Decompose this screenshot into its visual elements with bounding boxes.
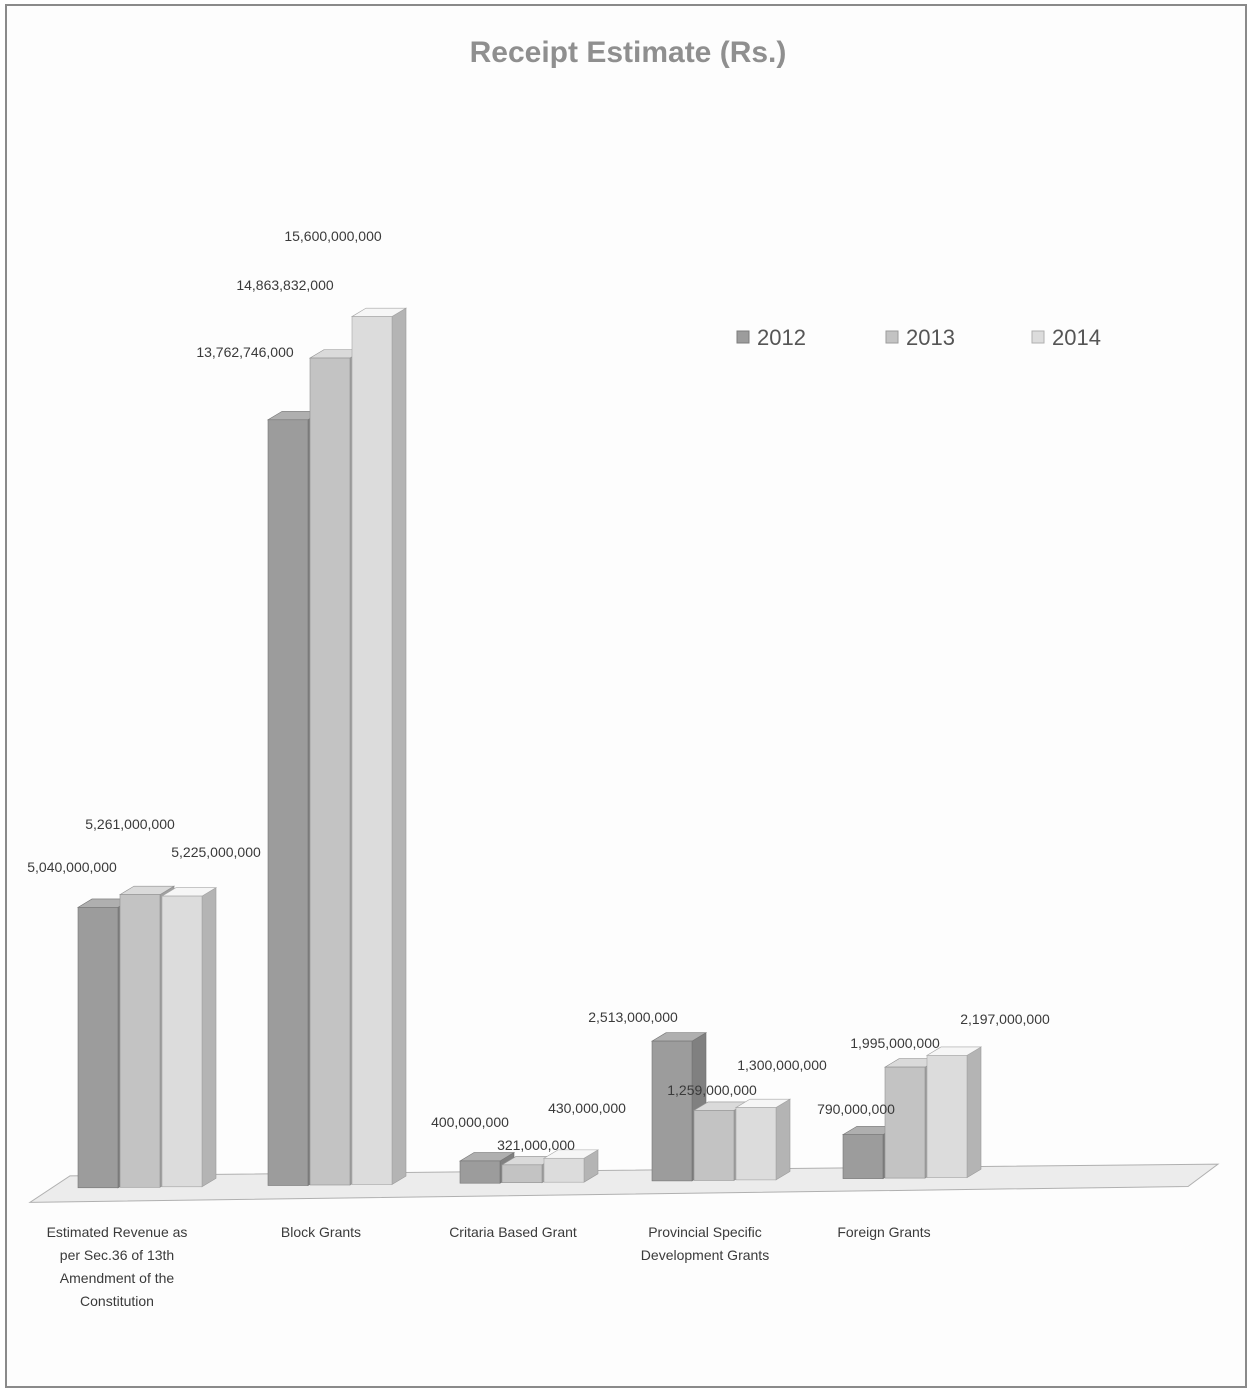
legend-label: 2013 [906,325,955,350]
data-label: 1,259,000,000 [667,1082,757,1098]
bar-front [501,1164,543,1183]
legend-item-2012: 2012 [736,325,806,350]
bar-front [459,1160,501,1184]
bar-front [842,1134,884,1179]
data-label: 2,197,000,000 [960,1011,1050,1027]
category-label: Provincial Specific Development Grants [641,1224,769,1263]
bar-estimated-revenue-as-per-sec-3-2014 [160,887,218,1188]
bar-foreign-grants-2014 [925,1046,983,1179]
bar-front [884,1066,926,1179]
category-label: Estimated Revenue as per Sec.36 of 13th Am… [47,1224,188,1309]
data-label: 14,863,832,000 [236,277,334,293]
legend-swatch [1031,330,1045,344]
bar-side [966,1046,982,1179]
data-label: 321,000,000 [497,1137,575,1153]
bar-front [543,1157,585,1183]
data-label: 5,261,000,000 [85,816,175,832]
data-label: 400,000,000 [431,1114,509,1130]
legend-label: 2012 [757,325,806,350]
bar-estimated-revenue-as-per-sec-3-2012 [76,898,134,1189]
data-label: 2,513,000,000 [588,1009,678,1025]
bar-side [201,887,217,1188]
bar-side [775,1098,791,1181]
data-label: 5,040,000,000 [27,859,117,875]
bar-critaria-based-grant-2014 [542,1149,600,1183]
bar-front [77,907,119,1189]
category-label: Block Grants [281,1224,361,1240]
data-label: 1,300,000,000 [737,1057,827,1073]
legend-item-2014: 2014 [1031,325,1101,350]
bar-front [926,1055,968,1178]
data-label: 430,000,000 [548,1100,626,1116]
bar-front [735,1107,777,1181]
data-label: 5,225,000,000 [171,844,261,860]
category-label: Critaria Based Grant [449,1224,577,1240]
bar-front [351,316,393,1185]
category-label: Foreign Grants [837,1224,930,1240]
legend-swatch [736,330,750,344]
bar-front [651,1040,693,1182]
bar-front [119,894,161,1188]
bar-provincial-specific-developmen-2014 [734,1098,792,1181]
bar-front [267,419,309,1186]
data-label: 790,000,000 [817,1101,895,1117]
data-label: 13,762,746,000 [196,344,294,360]
data-label: 15,600,000,000 [284,228,382,244]
bar-front [161,895,203,1188]
bar-front [693,1110,735,1181]
legend-swatch [885,330,899,344]
bar-side [391,307,407,1186]
legend-label: 2014 [1052,325,1101,350]
bar-block-grants-2014 [350,307,408,1186]
bar-front [309,357,351,1186]
legend-item-2013: 2013 [885,325,955,350]
data-label: 1,995,000,000 [850,1035,940,1051]
chart-title: Receipt Estimate (Rs.) [470,36,787,69]
